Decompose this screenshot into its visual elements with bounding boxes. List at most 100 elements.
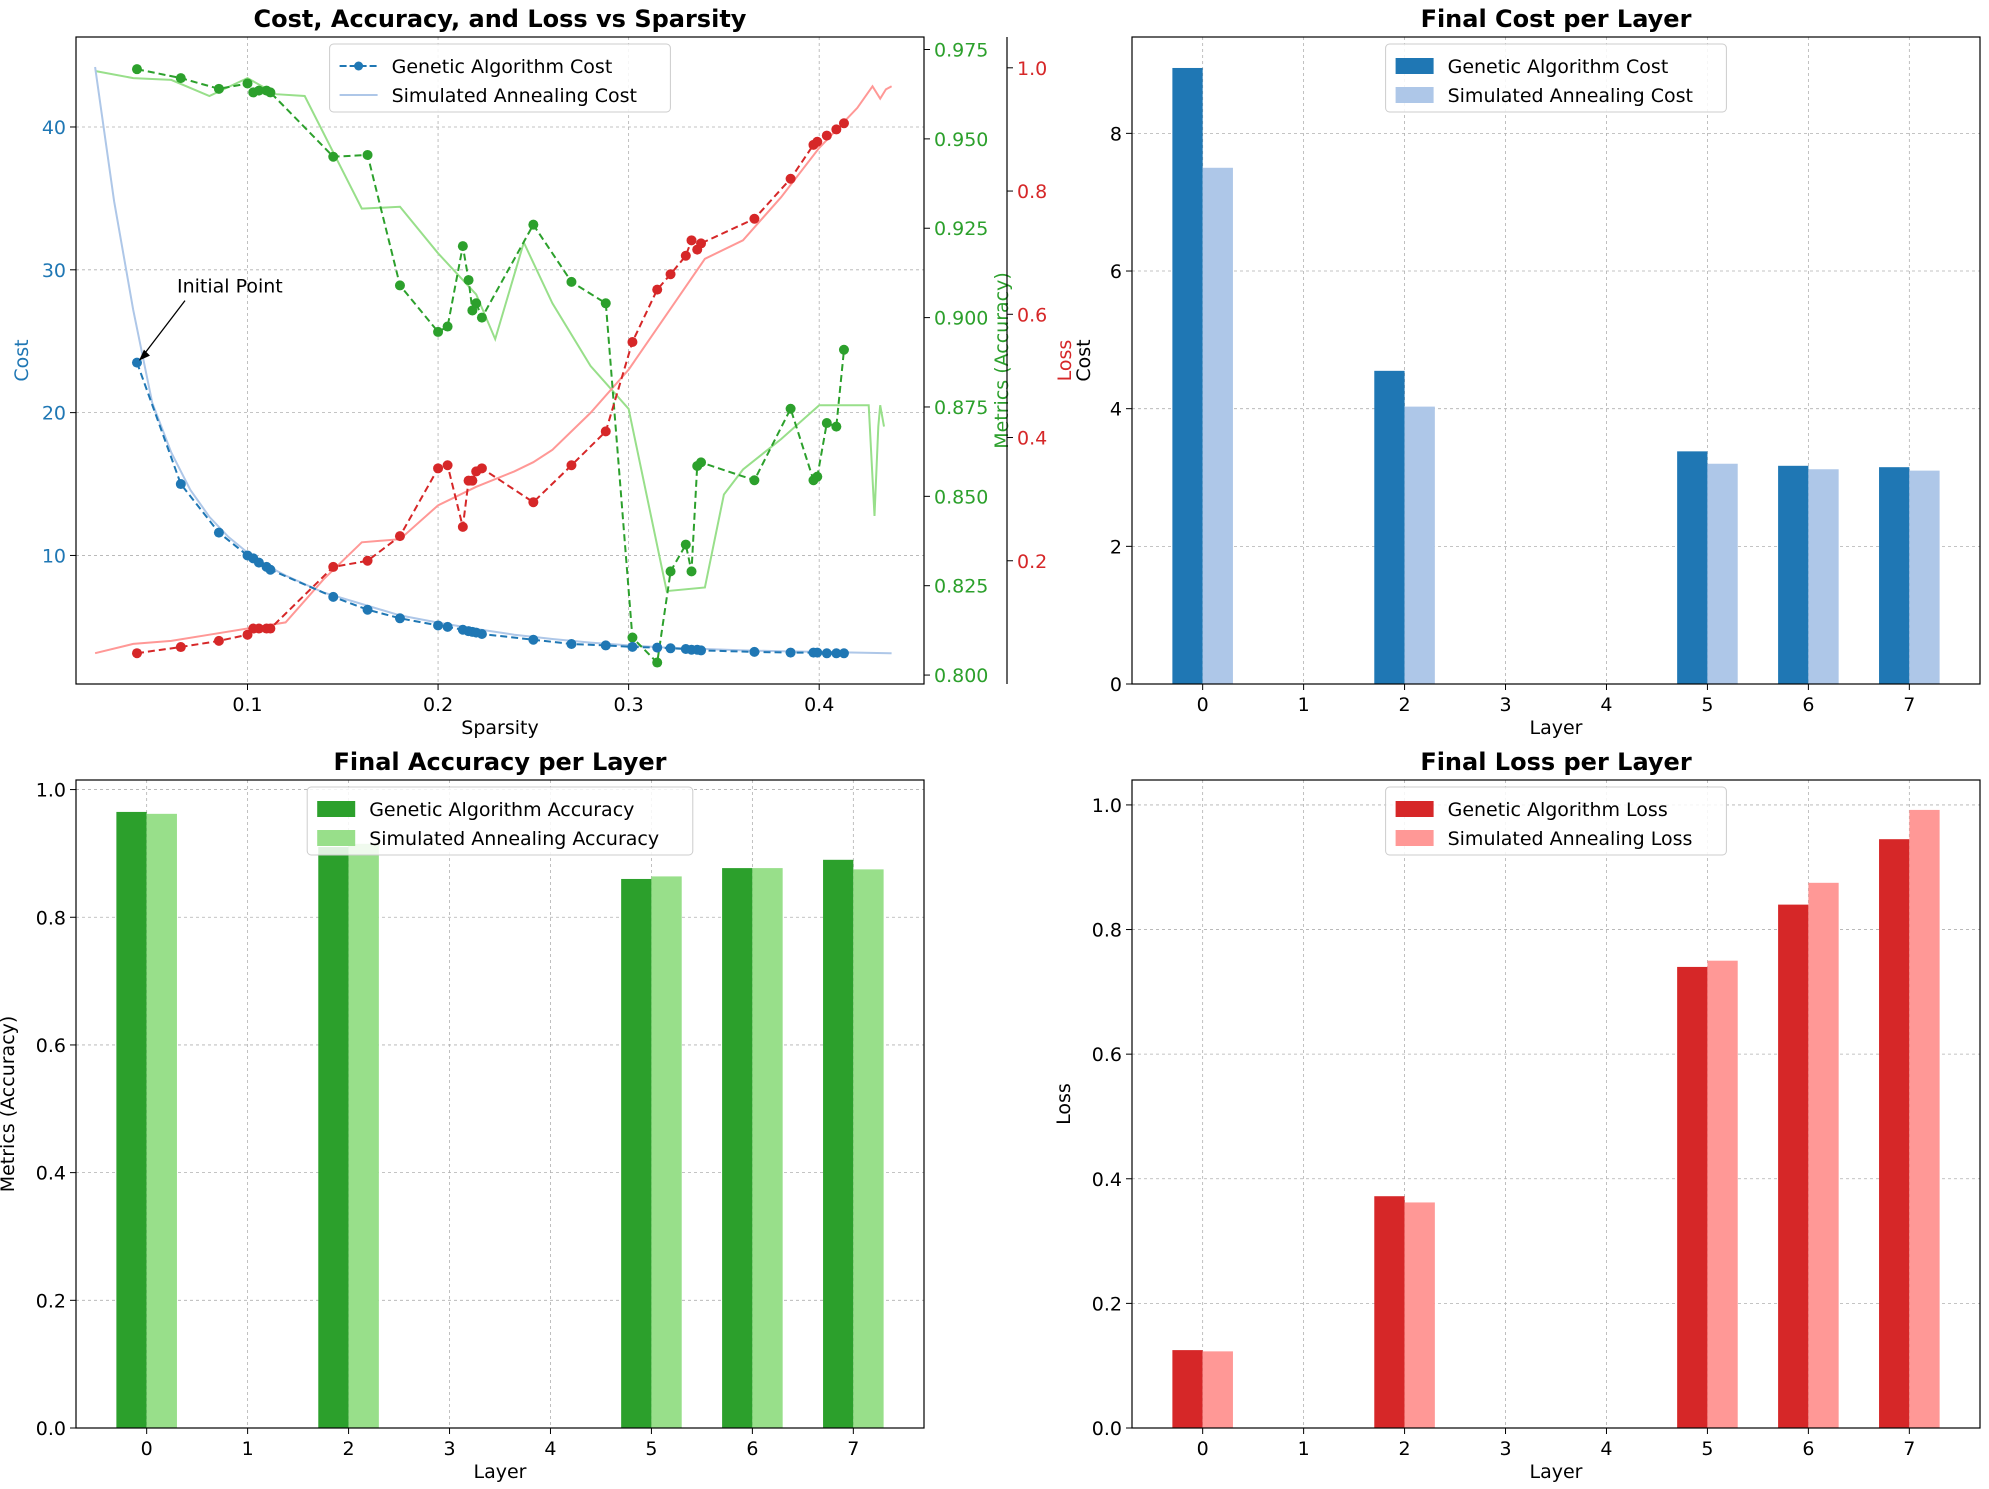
- accuracy-axis-label: Metrics (Accuracy): [991, 272, 1013, 449]
- series-point: [175, 642, 186, 653]
- acc-frame: [75, 779, 925, 1429]
- annotation-arrowhead: [138, 349, 150, 361]
- bar: [1909, 470, 1940, 684]
- x-tick-label: 0: [1197, 1438, 1209, 1460]
- series-point: [471, 298, 482, 309]
- y-tick-label: 4: [1110, 399, 1122, 421]
- series-point: [627, 641, 638, 652]
- legend-swatch: [1395, 87, 1434, 103]
- bar: [722, 868, 753, 1428]
- x-tick-label: 7: [1903, 1438, 1915, 1460]
- bar: [1374, 1196, 1405, 1428]
- y-tick-label: 10: [42, 545, 66, 567]
- x-tick-label: 0: [1197, 694, 1209, 716]
- acc-legend-box: [306, 786, 694, 856]
- series-point: [394, 280, 405, 291]
- series-point: [213, 635, 224, 646]
- series-point: [749, 213, 760, 224]
- series-line: [94, 84, 893, 655]
- bar: [1707, 960, 1738, 1428]
- series-point: [821, 648, 832, 659]
- y3-tick-label: 0.6: [1017, 304, 1047, 326]
- series-point: [131, 64, 142, 75]
- x-tick-label: 4: [1600, 694, 1612, 716]
- y-tick-label: 0.0: [36, 1418, 66, 1440]
- y-tick-label: 0.8: [36, 907, 66, 929]
- y-tick-label: 1.0: [1092, 795, 1122, 817]
- bar: [348, 843, 379, 1428]
- series-point: [627, 632, 638, 643]
- x-tick-label: 0.4: [804, 694, 834, 716]
- series-point: [838, 344, 849, 355]
- series-point: [600, 426, 611, 437]
- acc-xlabel: Layer: [474, 1461, 527, 1483]
- y-tick-label: 0: [1110, 674, 1122, 696]
- legend-label: Simulated Annealing Cost: [1448, 85, 1693, 107]
- series-point: [627, 337, 638, 348]
- series-point: [528, 219, 539, 230]
- series-point: [812, 136, 823, 147]
- loss-title: Final Loss per Layer: [1420, 748, 1692, 776]
- series-point: [652, 657, 663, 668]
- series-point: [652, 284, 663, 295]
- y-tick-label: 0.2: [36, 1290, 66, 1312]
- y2-tick-label: 0.900: [934, 308, 988, 330]
- loss-frame: [1131, 779, 1981, 1429]
- y-tick-label: 0.8: [1092, 920, 1122, 942]
- bar: [1202, 167, 1233, 684]
- series-point: [362, 555, 373, 566]
- y2-tick-label: 0.800: [934, 665, 988, 687]
- y3-tick-label: 1.0: [1017, 58, 1047, 80]
- bar: [1404, 1202, 1435, 1428]
- series-point: [175, 73, 186, 84]
- loss-legend: Genetic Algorithm Loss Simulated Annealin…: [1385, 786, 1727, 856]
- legend-marker: [354, 61, 364, 71]
- x-tick-label: 7: [1903, 694, 1915, 716]
- bar: [1202, 1351, 1233, 1428]
- cost-frame: [1131, 36, 1981, 685]
- series-line: [136, 122, 845, 655]
- line-legend: Genetic Algorithm Cost Simulated Annealin…: [329, 43, 671, 113]
- y-tick-label: 1.0: [36, 780, 66, 802]
- acc-chart: 0 1 2 3 4 5 6 7 0.0 0.2 0.4 0.6 0.8 1.0 Layer Metrics (…: [0, 780, 924, 1483]
- cost-ylabel: Cost: [1073, 339, 1095, 381]
- series-point: [600, 640, 611, 651]
- legend-label: Genetic Algorithm Loss: [1448, 799, 1668, 821]
- series-point: [821, 418, 832, 429]
- legend-label: Genetic Algorithm Cost: [1448, 56, 1669, 78]
- series-point: [696, 645, 707, 656]
- series-point: [328, 151, 339, 162]
- legend-swatch: [1395, 58, 1434, 74]
- series-point: [680, 250, 691, 261]
- bar: [853, 869, 884, 1428]
- series-point: [442, 621, 453, 632]
- x-tick-label: 6: [1802, 694, 1814, 716]
- series-point: [831, 124, 842, 135]
- series-point: [831, 648, 842, 659]
- loss-xlabel: Layer: [1530, 1461, 1583, 1483]
- series-point: [665, 269, 676, 280]
- x-tick-label: 2: [343, 1438, 355, 1460]
- x-tick-label: 3: [443, 1438, 455, 1460]
- series-point: [476, 312, 487, 323]
- y-tick-label: 0.0: [1092, 1418, 1122, 1440]
- series-point: [696, 238, 707, 249]
- bar: [752, 868, 783, 1428]
- series-point: [680, 539, 691, 550]
- x-tick-label: 7: [847, 1438, 859, 1460]
- x-tick-label: 3: [1499, 1438, 1511, 1460]
- bar: [1707, 463, 1738, 684]
- x-tick-label: 1: [1298, 1438, 1310, 1460]
- series-point: [665, 566, 676, 577]
- legend-label: Genetic Algorithm Cost: [392, 56, 613, 78]
- x-tick-label: 6: [746, 1438, 758, 1460]
- acc-title: Final Accuracy per Layer: [333, 748, 666, 776]
- series-point: [362, 149, 373, 160]
- legend-swatch: [1395, 830, 1434, 846]
- series-line: [94, 70, 885, 593]
- cost-legend: Genetic Algorithm Cost Simulated Annealin…: [1385, 43, 1727, 113]
- bar: [1879, 839, 1910, 1428]
- x-tick-label: 5: [1701, 694, 1713, 716]
- line-legend-box: [329, 43, 671, 113]
- x-tick-label: 2: [1399, 694, 1411, 716]
